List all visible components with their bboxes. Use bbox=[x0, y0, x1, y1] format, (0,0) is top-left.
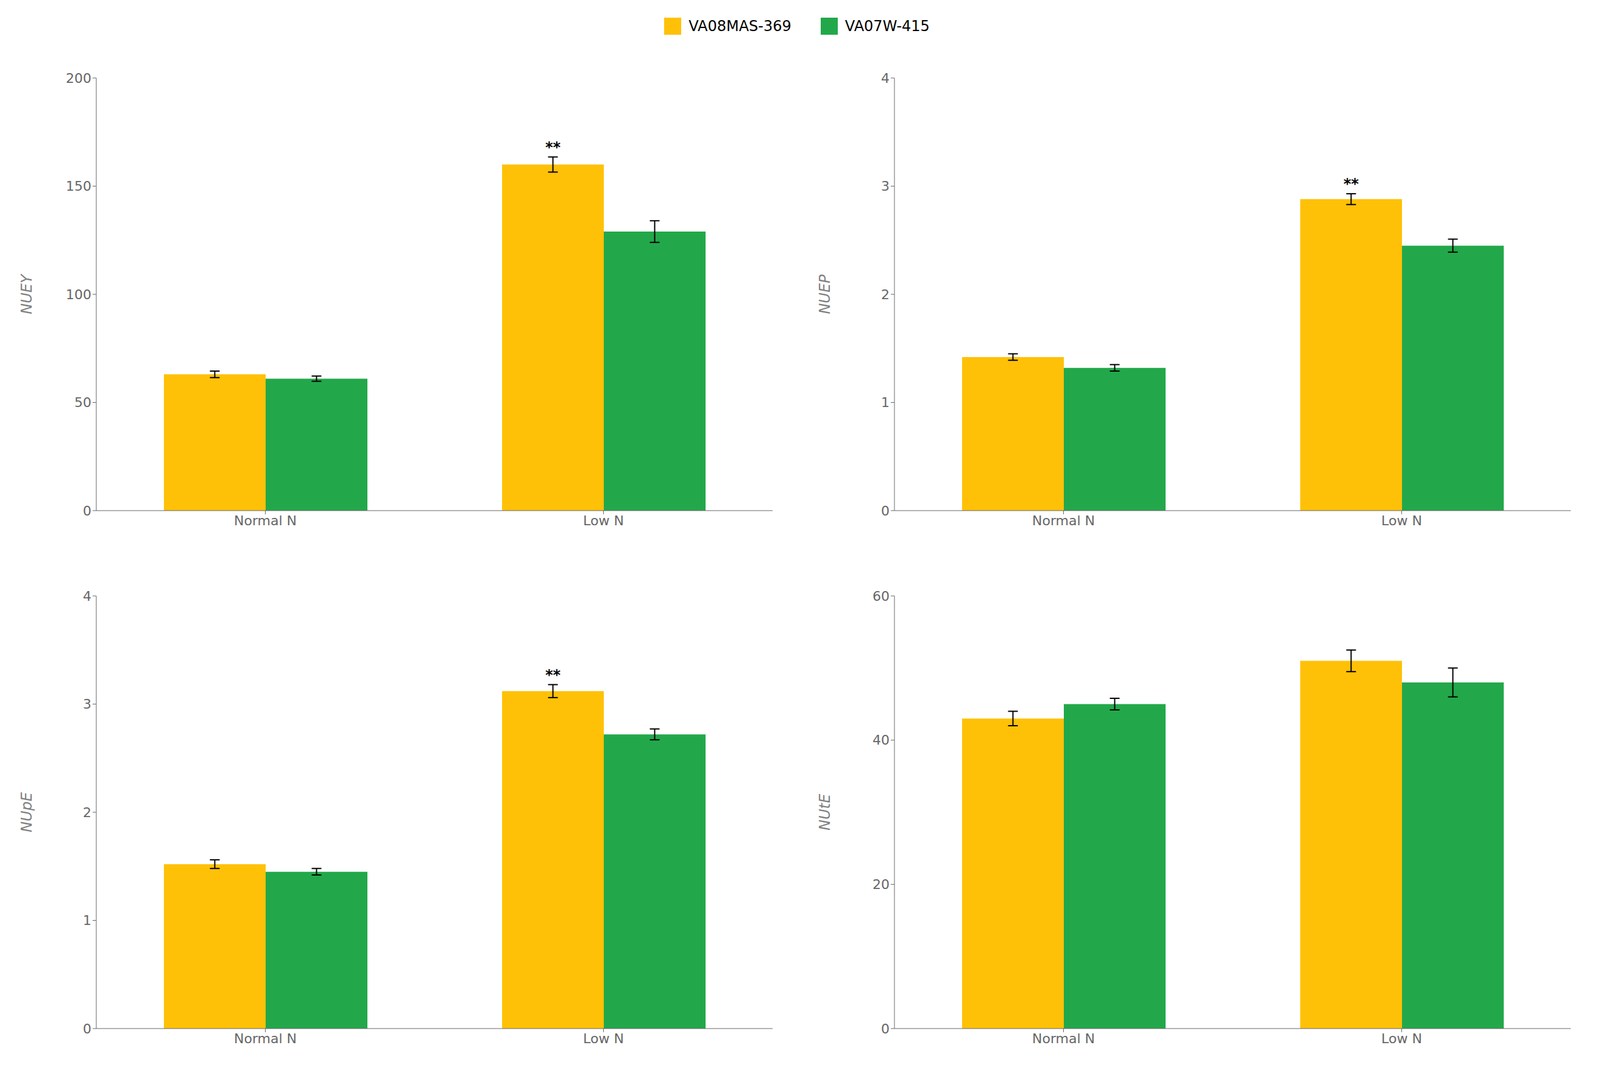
svg-text:1: 1 bbox=[881, 394, 890, 411]
svg-text:150: 150 bbox=[65, 178, 92, 194]
svg-text:NUEP: NUEP bbox=[816, 274, 834, 315]
svg-text:0: 0 bbox=[881, 1021, 890, 1037]
html-text:VA07W-415: VA07W-415 bbox=[844, 17, 930, 35]
svg-text:NUpE: NUpE bbox=[18, 791, 36, 833]
svg-text:2: 2 bbox=[82, 804, 92, 821]
svg-text:NUtE: NUtE bbox=[816, 793, 834, 831]
svg-text:50: 50 bbox=[74, 394, 92, 411]
svg-text:1: 1 bbox=[82, 912, 92, 928]
svg-text:Low N: Low N bbox=[583, 513, 624, 529]
svg-text:**: ** bbox=[1343, 175, 1360, 193]
svg-text:Normal N: Normal N bbox=[233, 513, 297, 529]
svg-text:20: 20 bbox=[872, 876, 890, 893]
html-text:VA08MAS-369: VA08MAS-369 bbox=[688, 17, 792, 35]
svg-text:0: 0 bbox=[881, 503, 890, 519]
svg-text:0: 0 bbox=[82, 1021, 92, 1037]
svg-text:100: 100 bbox=[65, 286, 92, 303]
svg-text:200: 200 bbox=[65, 70, 92, 86]
svg-text:Low N: Low N bbox=[583, 1030, 624, 1047]
svg-text:40: 40 bbox=[872, 732, 890, 748]
svg-text:Low N: Low N bbox=[1381, 1030, 1423, 1047]
svg-text:NUEY: NUEY bbox=[18, 272, 36, 315]
svg-text:**: ** bbox=[545, 138, 562, 156]
svg-text:3: 3 bbox=[881, 178, 890, 194]
svg-text:3: 3 bbox=[82, 696, 92, 712]
svg-text:2: 2 bbox=[881, 286, 890, 303]
svg-text:Normal N: Normal N bbox=[233, 1030, 297, 1047]
svg-text:Normal N: Normal N bbox=[1032, 1030, 1095, 1047]
svg-text:Normal N: Normal N bbox=[1032, 513, 1095, 529]
svg-text:4: 4 bbox=[82, 588, 92, 604]
svg-text:Low N: Low N bbox=[1381, 513, 1423, 529]
svg-text:60: 60 bbox=[872, 588, 890, 604]
svg-text:0: 0 bbox=[82, 503, 92, 519]
svg-text:**: ** bbox=[545, 666, 562, 684]
svg-text:4: 4 bbox=[881, 70, 890, 86]
